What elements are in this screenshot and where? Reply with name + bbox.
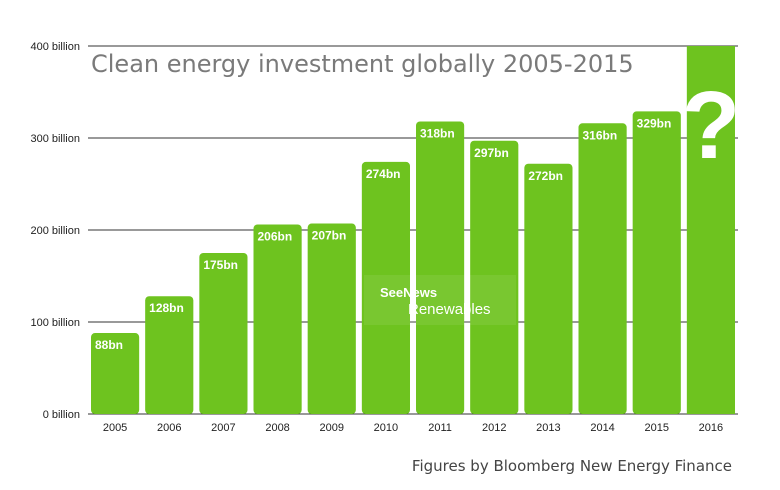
x-tick-label: 2016 — [699, 422, 723, 434]
y-tick-label: 0 billion — [43, 409, 80, 421]
x-tick-label: 2014 — [590, 422, 614, 434]
watermark: SeeNews Renewables — [364, 275, 516, 325]
watermark-line2: Renewables — [408, 301, 491, 318]
y-tick-label: 300 billion — [30, 133, 80, 145]
x-tick-label: 2012 — [482, 422, 506, 434]
data-label: 207bn — [312, 229, 347, 243]
bar-2010 — [361, 161, 410, 414]
bar-2014 — [578, 123, 627, 414]
data-label: 88bn — [95, 338, 123, 352]
data-label: 272bn — [528, 169, 563, 183]
bar-2015 — [632, 111, 681, 414]
data-label: 329bn — [637, 116, 672, 130]
data-label: 297bn — [474, 146, 509, 160]
bar-2011 — [416, 121, 465, 414]
bar-labels: 88bn 128bn 175bn 206bn 207bn 274bn 318bn 297bn 2… — [95, 72, 740, 352]
x-tick-label: 2013 — [536, 422, 560, 434]
chart-title: Clean energy investment globally 2005-20… — [91, 50, 634, 78]
bar-2007 — [199, 253, 248, 414]
data-label: 316bn — [583, 128, 618, 142]
x-tick-label: 2006 — [157, 422, 181, 434]
bar-2013 — [524, 163, 573, 414]
x-tick-label: 2008 — [265, 422, 289, 434]
data-label: 318bn — [420, 126, 455, 140]
x-tick-label: 2015 — [645, 422, 669, 434]
y-tick-label: 400 billion — [30, 41, 80, 53]
bar-2008 — [253, 224, 302, 414]
data-label: 128bn — [149, 301, 184, 315]
bar-2012 — [470, 140, 519, 414]
source-note: Figures by Bloomberg New Energy Finance — [412, 457, 732, 475]
x-tick-label: 2005 — [103, 422, 127, 434]
x-tick-label: 2009 — [320, 422, 344, 434]
bar-2016 — [686, 46, 735, 414]
bar-2006 — [145, 296, 194, 414]
data-label: 206bn — [258, 229, 293, 243]
y-tick-label: 200 billion — [30, 225, 80, 237]
gridlines — [88, 45, 738, 415]
bars — [91, 46, 735, 414]
x-tick-label: 2010 — [374, 422, 398, 434]
watermark-line1: SeeNews — [380, 285, 437, 300]
bar-2009 — [307, 223, 356, 414]
y-tick-label: 100 billion — [30, 317, 80, 329]
bar-2005 — [91, 333, 140, 414]
unknown-value-label: ? — [682, 72, 741, 179]
x-tick-label: 2011 — [428, 422, 452, 434]
x-tick-label: 2007 — [211, 422, 235, 434]
data-label: 175bn — [203, 258, 238, 272]
data-label: 274bn — [366, 167, 401, 181]
axis-labels: 0 billion 100 billion 200 billion 300 billi… — [30, 41, 723, 434]
